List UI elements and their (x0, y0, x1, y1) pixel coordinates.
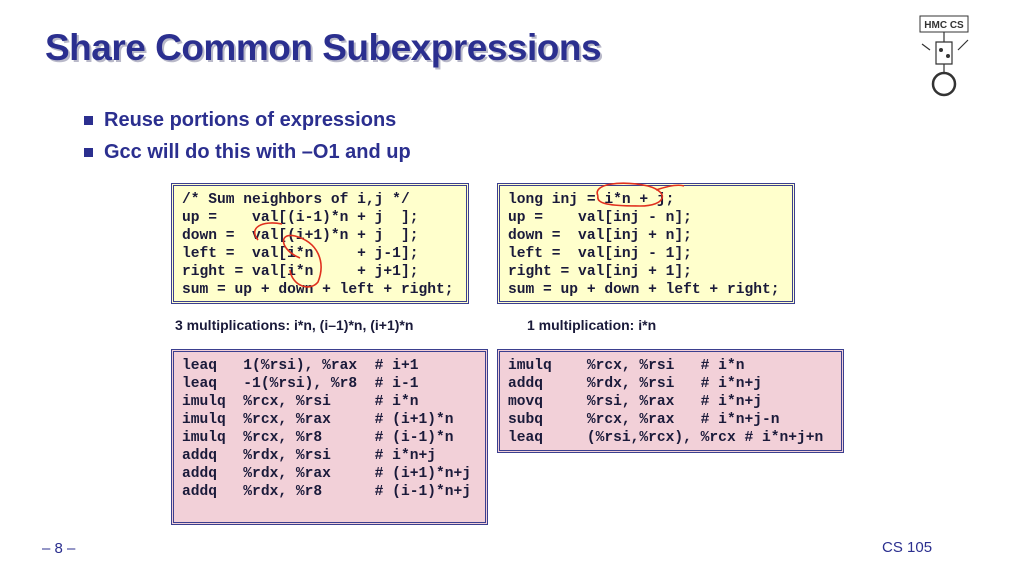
code-line: /* Sum neighbors of i,j */ (182, 192, 410, 208)
code-line: leaq -1(%rsi), %r8 # i-1 (182, 376, 419, 392)
course-label: CS 105 (882, 539, 933, 556)
code-line: subq %rcx, %rax # i*n+j-n (508, 412, 780, 428)
circle-mark (253, 222, 283, 241)
code-line: imulq %rcx, %r8 # (i-1)*n (182, 430, 454, 446)
code-line: up = val[inj - n]; (508, 210, 692, 226)
code-line: down = val[(i+1)*n + j ]; (182, 228, 419, 244)
code-line: imulq %rcx, %rsi # i*n (508, 358, 745, 374)
code-line: addq %rdx, %rsi # i*n+j (182, 448, 436, 464)
code-line: addq %rdx, %r8 # (i-1)*n+j (182, 484, 472, 500)
code-line: down = val[inj + n]; (508, 228, 692, 244)
code-line: long inj = i*n + j; (508, 192, 675, 208)
code-line: up = val[(i-1)*n + j ]; (182, 210, 419, 226)
caption: 1 multiplication: i*n (527, 317, 657, 333)
code-line: imulq %rcx, %rsi # i*n (182, 394, 419, 410)
code-line: addq %rdx, %rax # (i+1)*n+j (182, 466, 472, 482)
code-box: long inj = i*n + j; up = val[inj - n]; dow… (497, 183, 795, 304)
circle-mark (655, 184, 685, 191)
bullet-list: Reuse portions of expressions Gcc will do… (82, 106, 411, 170)
circle-mark (282, 234, 322, 288)
bullet-item: Reuse portions of expressions (82, 106, 411, 138)
code-line: leaq (%rsi,%rcx), %rcx # i*n+j+n (508, 430, 824, 446)
code-line: imulq %rcx, %rax # (i+1)*n (182, 412, 454, 428)
caption: 3 multiplications: i*n, (i–1)*n, (i+1)*n (175, 317, 414, 333)
bullet-item: Gcc will do this with –O1 and up (82, 138, 411, 170)
circle-mark (596, 182, 663, 207)
logo-wheel (931, 71, 957, 97)
page-number: – 8 – (42, 540, 76, 557)
code-box: /* Sum neighbors of i,j */ up = val[(i-1)… (171, 183, 469, 304)
handwritten-circles (253, 182, 685, 288)
code-box: leaq 1(%rsi), %rax # i+1 leaq -1(%rsi), %… (171, 349, 488, 525)
code-line: leaq 1(%rsi), %rax # i+1 (182, 358, 419, 374)
code-line: sum = up + down + left + right; (508, 282, 780, 298)
code-box: imulq %rcx, %rsi # i*n addq %rdx, %rsi # … (497, 349, 844, 453)
logo-dot (939, 48, 943, 52)
logo: HMC CS (919, 15, 969, 97)
logo-dot (946, 54, 950, 58)
slide-title: Share Common Subexpressions (45, 27, 602, 68)
code-line: addq %rdx, %rsi # i*n+j (508, 376, 762, 392)
code-line: movq %rsi, %rax # i*n+j (508, 394, 762, 410)
code-line: right = val[i*n + j+1]; (182, 264, 419, 280)
code-line: left = val[inj - 1]; (508, 246, 692, 262)
code-line: right = val[inj + 1]; (508, 264, 692, 280)
logo-text: HMC CS (924, 20, 964, 31)
logo-robot (921, 32, 969, 65)
